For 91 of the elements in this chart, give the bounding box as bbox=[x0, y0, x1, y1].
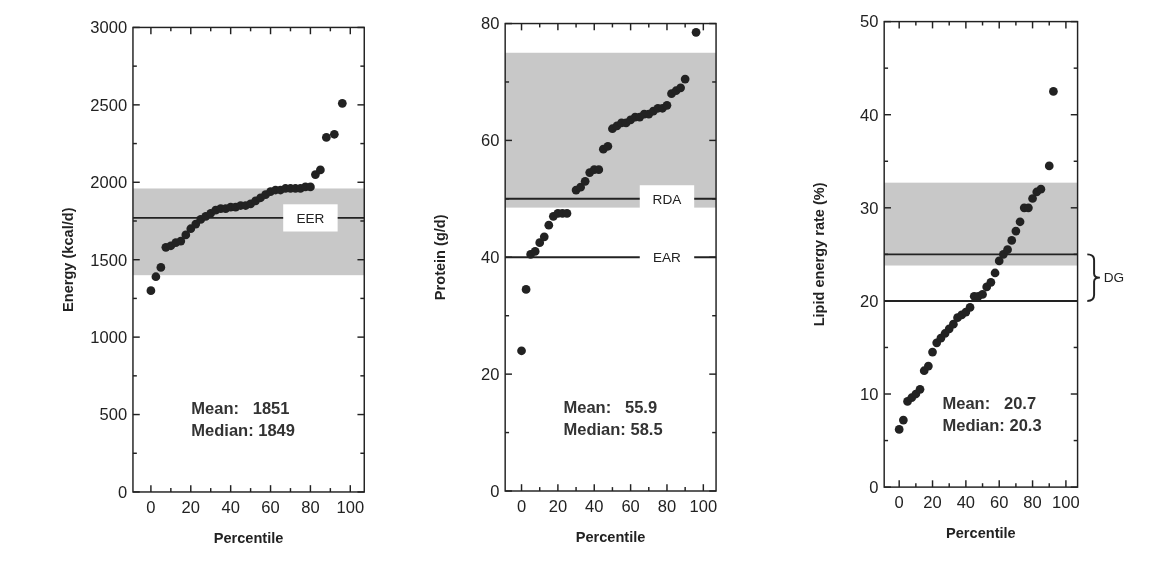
point bbox=[580, 176, 590, 186]
y-tick-label: 10 bbox=[859, 384, 879, 404]
point bbox=[691, 27, 701, 37]
y-tick-label: 80 bbox=[480, 14, 500, 34]
y-tick-label: 1000 bbox=[90, 327, 128, 347]
point bbox=[544, 220, 554, 230]
x-tick-label: 40 bbox=[585, 497, 604, 517]
point bbox=[316, 165, 325, 175]
point bbox=[915, 384, 925, 394]
x-tick-label: 40 bbox=[221, 498, 240, 518]
x-tick-label: 100 bbox=[336, 498, 365, 518]
y-tick-label: 40 bbox=[480, 248, 500, 268]
x-axis-title: Percentile bbox=[213, 529, 284, 546]
point bbox=[322, 133, 331, 142]
point bbox=[898, 415, 908, 425]
point bbox=[337, 98, 347, 108]
y-tick-label: 50 bbox=[859, 12, 879, 32]
x-tick-label: 60 bbox=[261, 498, 280, 518]
annotation: Mean: 1851 bbox=[191, 399, 290, 419]
point bbox=[146, 286, 156, 296]
x-axis-title: Percentile bbox=[575, 528, 646, 545]
point bbox=[949, 319, 958, 329]
annotation: Median: 58.5 bbox=[563, 419, 663, 439]
point bbox=[521, 285, 531, 294]
point bbox=[1028, 194, 1037, 203]
x-axis-title: Percentile bbox=[946, 524, 1016, 541]
point bbox=[990, 268, 1000, 278]
point bbox=[517, 346, 526, 356]
y-axis-title: Energy (kcal/d) bbox=[59, 207, 76, 312]
point bbox=[329, 129, 339, 139]
y-tick-label: 60 bbox=[480, 131, 500, 151]
y-tick-label: 20 bbox=[480, 364, 500, 384]
point bbox=[680, 74, 690, 84]
point bbox=[662, 100, 672, 110]
annotation: Median: 20.3 bbox=[942, 415, 1042, 435]
y-tick-label: 1500 bbox=[90, 250, 128, 270]
point bbox=[535, 238, 545, 248]
x-tick-label: 20 bbox=[923, 493, 942, 513]
point bbox=[1049, 87, 1058, 96]
ref-line-label: EAR bbox=[652, 250, 682, 266]
point bbox=[151, 272, 161, 282]
text: DG bbox=[1103, 270, 1125, 286]
x-tick-label: 100 bbox=[689, 497, 718, 517]
x-tick-label: 0 bbox=[894, 493, 904, 513]
point bbox=[603, 141, 613, 151]
y-tick-label: 3000 bbox=[90, 18, 128, 38]
y-tick-label: 40 bbox=[859, 105, 879, 125]
point bbox=[1015, 217, 1025, 227]
ref-line-label: EER bbox=[296, 210, 325, 226]
x-tick-label: 80 bbox=[301, 498, 320, 518]
point bbox=[530, 247, 540, 256]
x-tick-label: 20 bbox=[181, 498, 200, 518]
annotation: Median: 1849 bbox=[191, 420, 295, 440]
point bbox=[576, 182, 585, 192]
point bbox=[306, 182, 315, 192]
x-tick-label: 0 bbox=[516, 497, 527, 517]
point bbox=[539, 232, 549, 242]
point bbox=[676, 83, 685, 93]
annotation: Mean: 55.9 bbox=[563, 398, 658, 418]
y-tick-label: 20 bbox=[859, 291, 879, 311]
point bbox=[181, 230, 191, 240]
point bbox=[928, 347, 937, 357]
point bbox=[156, 263, 166, 272]
ref-line-label: RDA bbox=[652, 191, 683, 207]
point bbox=[1044, 161, 1054, 171]
point bbox=[965, 303, 975, 312]
y-tick-label: 500 bbox=[99, 405, 128, 425]
x-tick-label: 80 bbox=[1023, 493, 1042, 513]
point bbox=[1011, 226, 1021, 236]
point bbox=[986, 277, 996, 287]
y-axis-title: Protein (g/d) bbox=[431, 214, 448, 301]
x-tick-label: 80 bbox=[657, 497, 677, 517]
point bbox=[176, 236, 186, 246]
x-tick-label: 60 bbox=[990, 493, 1009, 513]
annotation: Mean: 20.7 bbox=[942, 394, 1037, 414]
y-axis-title: Lipid energy rate (%) bbox=[810, 182, 827, 327]
x-tick-label: 20 bbox=[548, 497, 568, 517]
x-tick-label: 100 bbox=[1052, 493, 1080, 513]
x-tick-label: 60 bbox=[621, 497, 640, 517]
y-tick-label: 2000 bbox=[90, 173, 128, 193]
point bbox=[1036, 184, 1046, 194]
y-tick-label: 0 bbox=[869, 477, 879, 497]
point bbox=[923, 361, 933, 371]
point bbox=[1007, 236, 1017, 245]
x-tick-label: 40 bbox=[956, 493, 976, 513]
point bbox=[978, 290, 987, 299]
point bbox=[894, 425, 904, 434]
y-tick-label: 30 bbox=[859, 198, 879, 218]
x-tick-label: 0 bbox=[146, 498, 156, 518]
point bbox=[1003, 245, 1012, 255]
y-tick-label: 2500 bbox=[90, 95, 128, 115]
